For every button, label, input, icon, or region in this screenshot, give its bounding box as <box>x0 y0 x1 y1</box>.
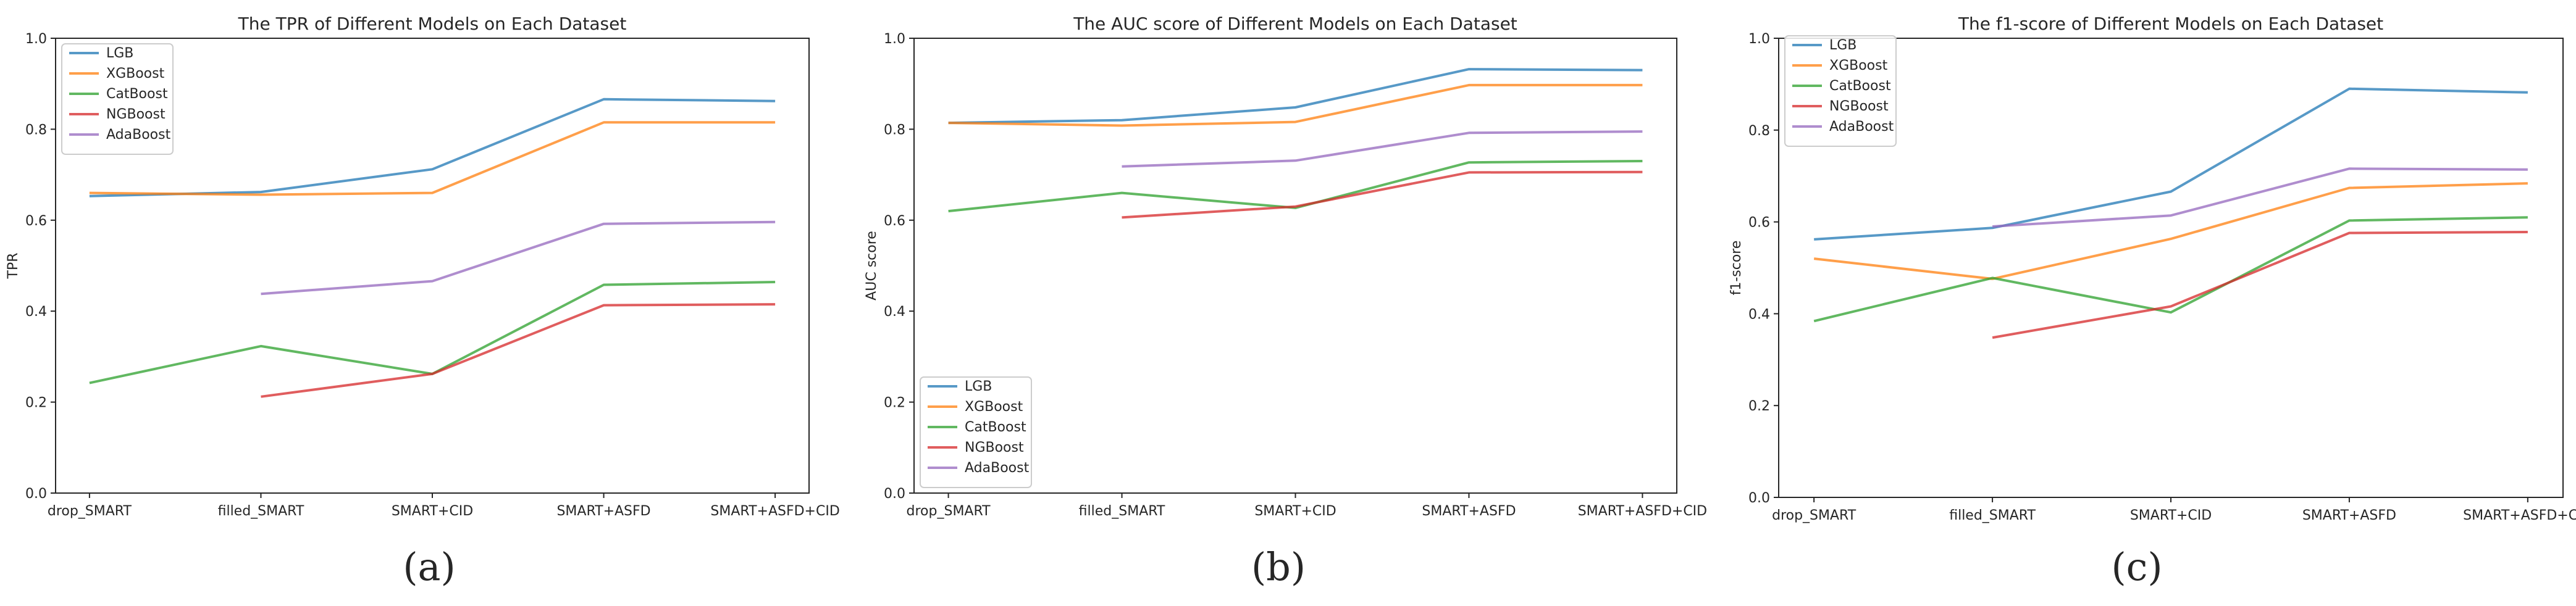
y-tick-label: 0.4 <box>25 304 47 320</box>
chart-panel-3: The f1-score of Different Models on Each… <box>1729 14 2576 589</box>
y-tick-label: 0.0 <box>884 486 905 502</box>
y-tick-label: 0.4 <box>1748 307 1770 322</box>
legend-box <box>61 43 174 155</box>
x-tick-label: filled_SMART <box>1079 504 1165 519</box>
legend-label: AdaBoost <box>965 460 1030 476</box>
legend-label: NGBoost <box>965 440 1024 455</box>
y-tick-label: 0.4 <box>884 304 905 320</box>
legend-label: NGBoost <box>106 107 166 122</box>
y-tick-label: 0.6 <box>25 214 47 229</box>
legend-label: CatBoost <box>965 420 1026 435</box>
legend-label: LGB <box>965 379 992 394</box>
y-tick-label: 0.6 <box>884 214 905 229</box>
series-line-catboost <box>948 160 1643 213</box>
legend-label: LGB <box>106 46 133 61</box>
series-line-adaboost <box>261 220 776 296</box>
legend-label: AdaBoost <box>1829 119 1894 135</box>
series-line-xgboost <box>948 83 1643 127</box>
y-tick-label: 0.0 <box>25 486 47 502</box>
x-tick-label: SMART+ASFD <box>556 504 650 519</box>
series-line-xgboost <box>89 121 776 196</box>
panel-caption: (a) <box>403 544 455 589</box>
legend-label: NGBoost <box>1829 99 1889 114</box>
y-axis-label: f1-score <box>1729 241 1744 296</box>
chart-panel-2: The AUC score of Different Models on Eac… <box>864 14 1707 589</box>
x-tick-label: SMART+ASFD+CID <box>2463 508 2576 523</box>
chart-panel-1: The TPR of Different Models on Each Data… <box>6 14 840 589</box>
x-tick-label: filled_SMART <box>218 504 304 519</box>
x-tick-label: SMART+ASFD+CID <box>710 504 839 519</box>
legend-box <box>920 376 1032 488</box>
x-tick-label: SMART+CID <box>1254 504 1336 519</box>
x-tick-label: SMART+ASFD+CID <box>1578 504 1707 519</box>
y-tick-label: 0.8 <box>884 122 905 138</box>
x-tick-label: SMART+CID <box>2130 508 2212 523</box>
series-line-lgb <box>948 68 1643 125</box>
series-line-xgboost <box>1813 182 2528 280</box>
y-tick-label: 1.0 <box>25 31 47 47</box>
chart-title: The f1-score of Different Models on Each… <box>1958 14 2383 34</box>
y-tick-label: 0.8 <box>1748 123 1770 139</box>
chart-title: The TPR of Different Models on Each Data… <box>238 14 627 34</box>
chart-title: The AUC score of Different Models on Eac… <box>1073 14 1517 34</box>
y-tick-label: 0.2 <box>25 396 47 411</box>
legend-label: CatBoost <box>106 86 168 102</box>
series-line-adaboost <box>1122 130 1643 168</box>
y-tick-label: 0.0 <box>1748 491 1770 506</box>
x-tick-label: drop_SMART <box>907 504 991 519</box>
y-tick-label: 0.2 <box>1748 399 1770 414</box>
legend-label: AdaBoost <box>106 127 171 143</box>
legend-label: XGBoost <box>1829 58 1888 73</box>
y-tick-label: 1.0 <box>1748 31 1770 47</box>
series-line-ngboost <box>1992 231 2528 339</box>
y-tick-label: 0.6 <box>1748 215 1770 231</box>
series-line-catboost <box>1813 216 2528 323</box>
y-tick-label: 0.2 <box>884 396 905 411</box>
legend-label: CatBoost <box>1829 78 1891 94</box>
x-tick-label: filled_SMART <box>1949 508 2036 523</box>
series-line-ngboost <box>1122 170 1643 219</box>
y-tick-label: 0.8 <box>25 122 47 138</box>
legend-label: LGB <box>1829 38 1856 53</box>
y-tick-label: 1.0 <box>884 31 905 47</box>
x-tick-label: SMART+CID <box>392 504 473 519</box>
x-tick-label: drop_SMART <box>1772 508 1856 523</box>
series-line-ngboost <box>261 303 776 398</box>
legend-label: XGBoost <box>965 399 1023 415</box>
legend-label: XGBoost <box>106 66 165 81</box>
panel-caption: (b) <box>1251 544 1306 589</box>
y-axis-label: TPR <box>6 253 21 280</box>
x-tick-label: SMART+ASFD <box>1422 504 1516 519</box>
series-line-adaboost <box>1992 167 2528 228</box>
y-axis-label: AUC score <box>864 231 879 301</box>
x-tick-label: SMART+ASFD <box>2302 508 2396 523</box>
series-line-catboost <box>89 281 776 384</box>
x-tick-label: drop_SMART <box>48 504 132 519</box>
panel-caption: (c) <box>2111 544 2162 589</box>
legend-box <box>1784 35 1897 147</box>
series-line-lgb <box>89 98 776 197</box>
series-line-lgb <box>1814 87 2528 241</box>
